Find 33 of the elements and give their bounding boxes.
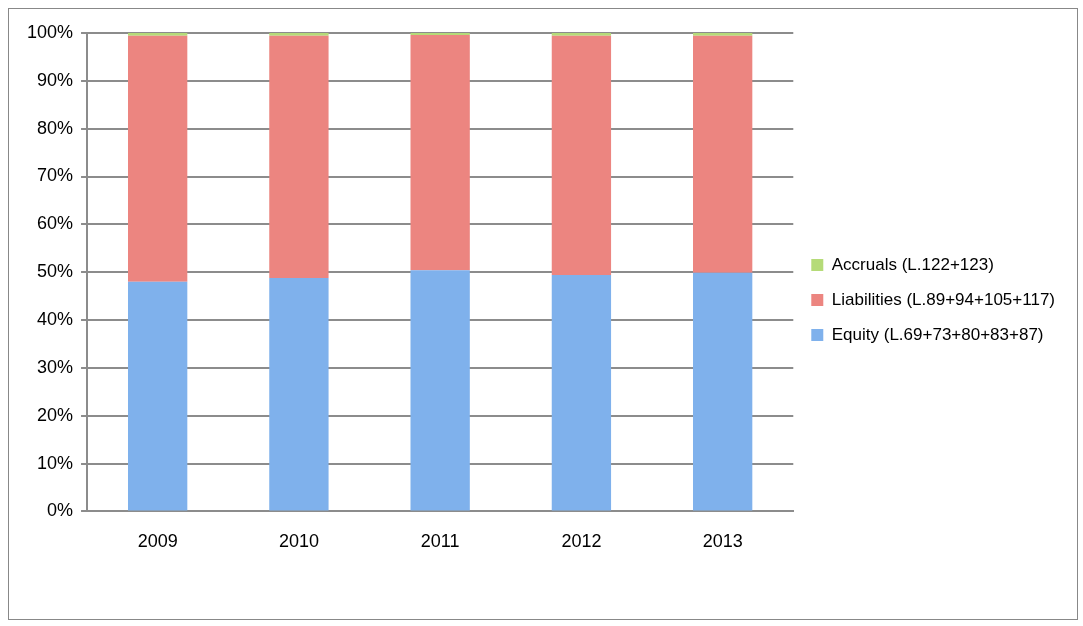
y-tick-label: 10% [37, 452, 74, 473]
legend-label: Liabilities (L.89+94+105+117) [831, 289, 1055, 309]
bar [410, 34, 470, 271]
y-tick-label: 30% [37, 356, 74, 377]
bar [269, 35, 329, 278]
y-tick-label: 60% [37, 213, 74, 234]
x-tick-label: 2010 [278, 531, 319, 552]
bar [693, 33, 753, 36]
legend-label: Accruals (L.122+123) [831, 254, 994, 274]
bar [693, 35, 753, 273]
x-tick-label: 2013 [702, 531, 743, 552]
bar [551, 275, 612, 511]
bar [693, 272, 753, 511]
y-tick-label: 100% [26, 21, 74, 42]
bar [551, 33, 612, 36]
y-tick-label: 90% [37, 69, 74, 90]
x-tick-label: 2009 [137, 531, 178, 552]
x-tick-label: 2012 [561, 531, 602, 552]
y-tick-label: 70% [37, 165, 74, 186]
y-tick-label: 20% [37, 404, 74, 425]
x-tick-label: 2011 [420, 531, 460, 552]
legend-label: Equity (L.69+73+80+83+87) [831, 324, 1044, 344]
y-tick-label: 40% [37, 309, 74, 330]
y-tick-label: 80% [37, 117, 74, 138]
bar [551, 35, 612, 276]
bar [269, 277, 329, 511]
bar [128, 35, 188, 282]
bar [269, 33, 329, 36]
bar [128, 281, 188, 511]
bar [128, 33, 188, 36]
y-tick-label: 0% [47, 500, 74, 521]
bar [410, 270, 470, 511]
y-tick-label: 50% [37, 261, 74, 282]
